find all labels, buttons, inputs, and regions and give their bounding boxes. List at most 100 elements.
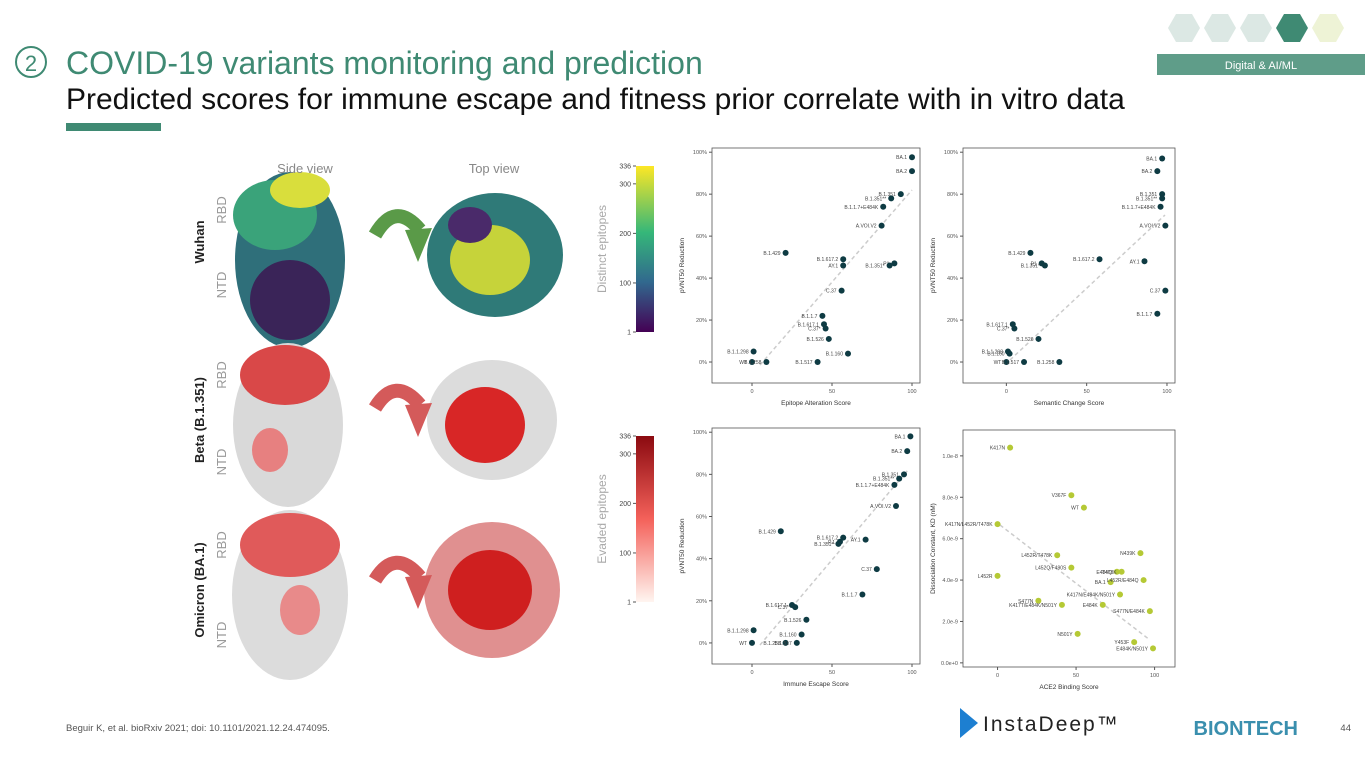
trend-lines bbox=[759, 189, 1166, 646]
point bbox=[873, 566, 880, 573]
point bbox=[1118, 568, 1125, 575]
part-label: RBD bbox=[214, 361, 229, 388]
point bbox=[994, 521, 1001, 528]
point-label: B.1.617.1 bbox=[798, 322, 820, 328]
y-axis-label: pVNT50 Reduction bbox=[679, 518, 686, 573]
y-tick-label: 1.0e-8 bbox=[942, 454, 958, 460]
point-label: L452Q/F490S bbox=[1035, 566, 1067, 572]
point bbox=[1027, 249, 1034, 256]
point bbox=[840, 262, 847, 269]
x-tick-label: 50 bbox=[829, 670, 835, 676]
point-label: C.37 bbox=[826, 289, 837, 295]
y-axis-label: pVNT50 Reduction bbox=[679, 238, 686, 293]
y-tick-label: 20% bbox=[696, 318, 707, 324]
point bbox=[1054, 552, 1061, 559]
colorbar bbox=[636, 436, 654, 602]
y-tick-label: 100% bbox=[693, 430, 707, 436]
point-label: A.VOI.V2 bbox=[870, 504, 891, 510]
point-label: B.1.160 bbox=[779, 633, 796, 639]
point bbox=[1162, 287, 1169, 294]
x-axis-label: Epitope Alteration Score bbox=[781, 400, 851, 407]
subtitle: Predicted scores for immune escape and f… bbox=[66, 83, 1125, 116]
y-tick-label: 20% bbox=[696, 599, 707, 605]
point bbox=[777, 528, 784, 535]
colorbar-tick-label: 100 bbox=[619, 280, 631, 287]
y-tick-label: 40% bbox=[947, 276, 958, 282]
point bbox=[1096, 256, 1103, 263]
point bbox=[792, 604, 799, 611]
number-circle bbox=[15, 46, 47, 78]
point-label: B.1.429 bbox=[763, 251, 780, 257]
point-label: BA.2 bbox=[896, 169, 907, 175]
logo-instadeep: InstaDeep™ bbox=[983, 713, 1120, 736]
part-label: NTD bbox=[214, 622, 229, 649]
point-label: A.VOI.V2 bbox=[1140, 224, 1161, 230]
point-label: N439K bbox=[1120, 551, 1136, 557]
point-label: K417N/E484K/N501Y bbox=[1067, 593, 1116, 599]
y-tick-label: 60% bbox=[696, 234, 707, 240]
y-axis-label: Dissociation Constant, KD (nM) bbox=[930, 503, 937, 594]
y-tick-label: 2.0e-9 bbox=[942, 619, 958, 625]
x-tick-label: 50 bbox=[829, 389, 835, 395]
colorbar-tick-label: 1 bbox=[627, 600, 631, 607]
x-tick-label: 0 bbox=[750, 670, 753, 676]
point bbox=[845, 350, 851, 357]
point bbox=[1003, 359, 1010, 366]
instadeep-icon bbox=[960, 708, 978, 738]
point bbox=[749, 639, 755, 646]
point-label: C.37 bbox=[861, 567, 872, 573]
x-axis-label: Immune Escape Score bbox=[783, 681, 849, 688]
view-label: Top view bbox=[469, 161, 520, 176]
point-label: WT bbox=[739, 360, 747, 366]
plot-frame bbox=[962, 429, 1176, 668]
point-label: AY.1 bbox=[851, 538, 861, 544]
point-label: B.1.617.2 bbox=[817, 536, 839, 542]
title: COVID-19 variants monitoring and predict… bbox=[66, 45, 703, 81]
point bbox=[1131, 639, 1138, 646]
point-label: B.1.351 bbox=[879, 192, 896, 198]
point-label: B.1.160 bbox=[826, 352, 843, 358]
point bbox=[1117, 591, 1124, 598]
x-tick-label: 0 bbox=[750, 389, 753, 395]
point-label: S477N/E484K bbox=[1113, 609, 1145, 615]
point bbox=[1162, 222, 1169, 229]
point bbox=[907, 433, 914, 440]
x-tick-label: 100 bbox=[907, 670, 916, 676]
point-label: E484K/N501Y bbox=[1116, 646, 1148, 652]
point bbox=[1068, 564, 1075, 571]
point bbox=[798, 631, 805, 638]
page-number: 44 bbox=[1340, 723, 1351, 734]
citation: Beguir K, et al. bioRxiv 2021; doi: 10.1… bbox=[66, 723, 330, 734]
point-label: B.1.160 bbox=[987, 352, 1004, 358]
nav-icons bbox=[1168, 14, 1344, 42]
y-tick-label: 20% bbox=[947, 318, 958, 324]
y-tick-label: 80% bbox=[947, 192, 958, 198]
point-label: B.1.351* bbox=[865, 264, 884, 270]
point bbox=[763, 359, 770, 366]
point-label: B.1.351** bbox=[865, 196, 886, 202]
point-label: B.1.351* bbox=[814, 542, 833, 548]
point bbox=[891, 481, 898, 488]
y-tick-label: 40% bbox=[696, 276, 707, 282]
point bbox=[1113, 568, 1120, 575]
point bbox=[782, 249, 789, 256]
point bbox=[896, 475, 903, 482]
colorbar-tick-label: 200 bbox=[619, 231, 631, 238]
point-label: P.1 bbox=[828, 540, 835, 546]
colorbar-tick-label: 300 bbox=[619, 181, 631, 188]
point bbox=[1107, 579, 1114, 586]
point-label: S477N bbox=[1018, 599, 1034, 605]
y-tick-label: 40% bbox=[696, 557, 707, 563]
point bbox=[886, 262, 893, 269]
x-tick-label: 50 bbox=[1073, 673, 1079, 679]
point-label: B.1.1.298 bbox=[982, 350, 1004, 356]
point bbox=[901, 471, 907, 478]
point-label: AY.1 bbox=[828, 264, 838, 270]
point bbox=[750, 348, 757, 355]
colorbar-tick-label: 100 bbox=[619, 550, 631, 557]
point bbox=[893, 502, 899, 509]
colorbar-tick-label: 300 bbox=[619, 451, 631, 458]
protein-images bbox=[178, 155, 590, 690]
point-label: B.1.617.1 bbox=[766, 603, 788, 609]
x-tick-label: 50 bbox=[1084, 389, 1090, 395]
